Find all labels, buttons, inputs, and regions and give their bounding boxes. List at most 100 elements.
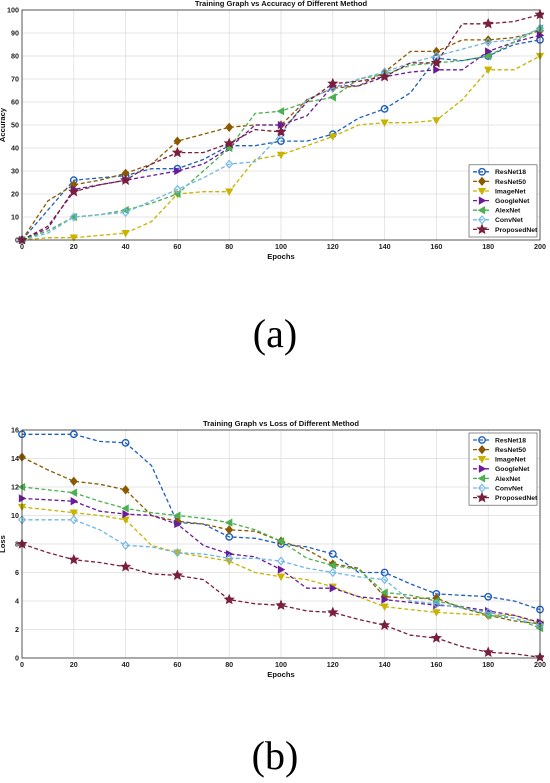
data-point — [122, 509, 130, 519]
data-point — [69, 509, 78, 518]
axes-frame — [21, 9, 541, 241]
x-tick-label: 0 — [20, 242, 24, 251]
data-point — [69, 488, 77, 497]
data-point — [173, 136, 182, 146]
data-point — [173, 184, 182, 195]
legend-label: ResNet18 — [495, 169, 526, 176]
legend: ResNet18 ResNet50 ImageNet GoogleNet AlexNet… — [468, 432, 538, 506]
x-tick-label: 120 — [327, 660, 339, 669]
legend-label: ImageNet — [495, 188, 526, 195]
legend-marker — [478, 464, 487, 473]
data-point — [171, 146, 183, 158]
legend-marker — [478, 436, 486, 444]
chart-title: Training Graph vs Loss of Different Meth… — [203, 420, 359, 428]
legend-marker — [477, 474, 486, 483]
data-point — [484, 592, 493, 601]
data-point — [482, 646, 494, 658]
data-point — [225, 159, 234, 169]
legend-marker — [477, 206, 486, 215]
x-axis-label: Epochs — [267, 252, 294, 261]
data-point — [276, 537, 285, 546]
y-axis-label: Loss — [0, 535, 7, 553]
data-point — [328, 561, 336, 570]
y-tick-label: 12 — [11, 483, 19, 492]
x-tick-label: 120 — [327, 242, 339, 251]
legend-label: GoogleNet — [495, 198, 530, 205]
y-tick-label: 10 — [11, 511, 19, 520]
data-point — [328, 550, 337, 558]
y-tick-label: 0 — [15, 654, 19, 663]
legend-label: ResNet50 — [495, 179, 526, 186]
y-tick-label: 0 — [15, 236, 19, 245]
y-tick-label: 60 — [11, 98, 19, 107]
x-tick-label: 0 — [20, 660, 24, 669]
data-point — [69, 515, 78, 525]
data-point — [484, 607, 493, 618]
y-tick-label: 20 — [11, 190, 19, 199]
data-point — [380, 119, 389, 128]
data-point — [277, 565, 286, 574]
legend-marker — [477, 187, 487, 196]
y-tick-label: 10 — [11, 213, 19, 222]
data-point — [432, 609, 441, 617]
data-point — [328, 133, 337, 141]
data-point — [224, 518, 233, 527]
data-point — [225, 553, 234, 563]
data-point — [121, 516, 130, 525]
x-tick-label: 200 — [534, 660, 546, 669]
x-tick-label: 80 — [225, 242, 233, 251]
legend-label: AlexNet — [495, 476, 521, 483]
legend-label: ConvNet — [495, 217, 524, 224]
data-point — [223, 137, 235, 149]
data-point — [173, 511, 181, 520]
x-tick-label: 80 — [225, 660, 233, 669]
data-point — [276, 151, 286, 160]
y-tick-label: 80 — [11, 52, 19, 61]
y-tick-label: 8 — [15, 540, 19, 549]
y-tick-label: 6 — [15, 568, 19, 577]
data-point — [69, 234, 78, 243]
x-tick-label: 60 — [173, 660, 181, 669]
data-point — [225, 525, 234, 535]
data-point — [484, 66, 493, 75]
legend-label: ProposedNet — [495, 227, 538, 234]
data-point — [223, 593, 235, 605]
x-tick-label: 200 — [534, 242, 546, 251]
data-point — [432, 117, 441, 125]
legend-marker — [478, 176, 486, 187]
data-point — [484, 37, 493, 47]
x-axis-label: Epochs — [267, 670, 294, 679]
x-tick-label: 60 — [173, 242, 181, 251]
y-tick-label: 100 — [7, 6, 19, 15]
series-line — [21, 30, 541, 241]
legend-marker — [477, 456, 487, 464]
data-point — [69, 430, 78, 439]
data-point — [277, 120, 286, 130]
data-point — [121, 540, 130, 551]
x-tick-label: 100 — [275, 242, 287, 251]
x-tick-label: 20 — [70, 660, 78, 669]
data-point — [121, 229, 130, 238]
legend-marker — [476, 491, 488, 503]
accuracy-chart: 0 20 40 60 80 100 120 140 160 180 200 0 10 20 30 40 50 60… — [0, 0, 546, 261]
legend-marker — [478, 215, 486, 225]
x-tick-label: 40 — [122, 660, 130, 669]
series-line — [21, 39, 541, 241]
y-tick-label: 50 — [11, 121, 19, 130]
data-point — [69, 476, 78, 486]
data-point — [433, 65, 441, 74]
series-line — [22, 519, 541, 626]
legend-marker — [478, 444, 486, 455]
legend-box — [468, 164, 538, 238]
chart-title: Training Graph vs Accuracy of Different … — [195, 0, 368, 8]
x-tick-label: 180 — [482, 242, 494, 251]
data-point — [69, 212, 78, 222]
data-point — [430, 632, 442, 643]
panel-label-a: (a) — [252, 311, 298, 356]
data-point — [380, 105, 389, 113]
data-point — [328, 93, 336, 102]
legend-label: ResNet50 — [495, 447, 526, 454]
data-point — [121, 504, 129, 513]
legend-label: GoogleNet — [495, 466, 530, 473]
